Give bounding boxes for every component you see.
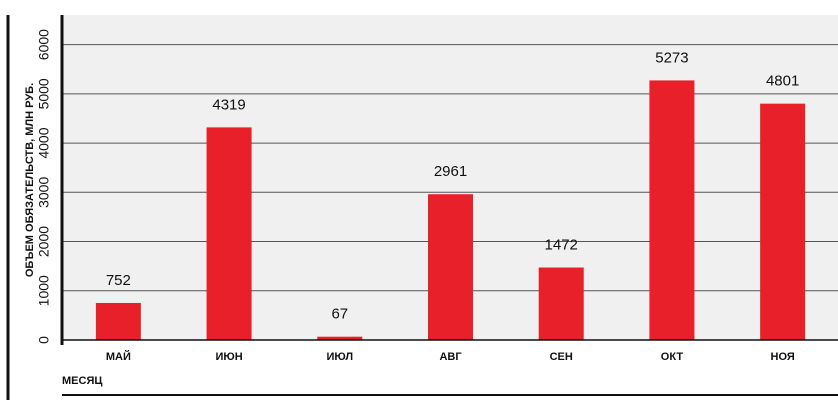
x-tick-label: ОКТ bbox=[661, 351, 684, 363]
y-tick-label: 5000 bbox=[36, 78, 52, 109]
x-tick-label: МАЙ bbox=[106, 350, 131, 363]
bar bbox=[95, 302, 141, 340]
y-tick-label: 1000 bbox=[36, 275, 52, 306]
x-tick-label: АВГ bbox=[439, 351, 462, 363]
value-label: 2961 bbox=[434, 163, 467, 180]
value-label: 4319 bbox=[212, 96, 245, 113]
x-tick-label: НОЯ bbox=[771, 351, 795, 363]
value-label: 752 bbox=[106, 272, 131, 289]
value-label: 67 bbox=[331, 306, 348, 323]
y-tick-label: 0 bbox=[36, 336, 52, 344]
bar bbox=[428, 194, 473, 340]
x-tick-label: ИЮН bbox=[215, 351, 242, 363]
x-tick-label: ИЮЛ bbox=[327, 351, 354, 363]
bar bbox=[649, 80, 695, 340]
y-axis-label: ОБЪЕМ ОБЯЗАТЕЛЬСТВ, МЛН РУБ. bbox=[24, 83, 36, 277]
value-label: 4801 bbox=[766, 73, 799, 90]
bar bbox=[760, 103, 806, 341]
x-tick-label: СЕН bbox=[550, 351, 573, 363]
y-tick-label: 6000 bbox=[36, 29, 52, 60]
bar bbox=[317, 336, 363, 340]
y-tick-label: 3000 bbox=[36, 177, 52, 208]
bar bbox=[206, 127, 252, 340]
bar bbox=[538, 267, 584, 340]
y-tick-label: 4000 bbox=[36, 127, 52, 158]
x-axis-label: МЕСЯЦ bbox=[62, 375, 102, 387]
value-label: 1472 bbox=[545, 237, 578, 254]
y-tick-label: 2000 bbox=[36, 226, 52, 257]
value-label: 5273 bbox=[655, 49, 688, 66]
